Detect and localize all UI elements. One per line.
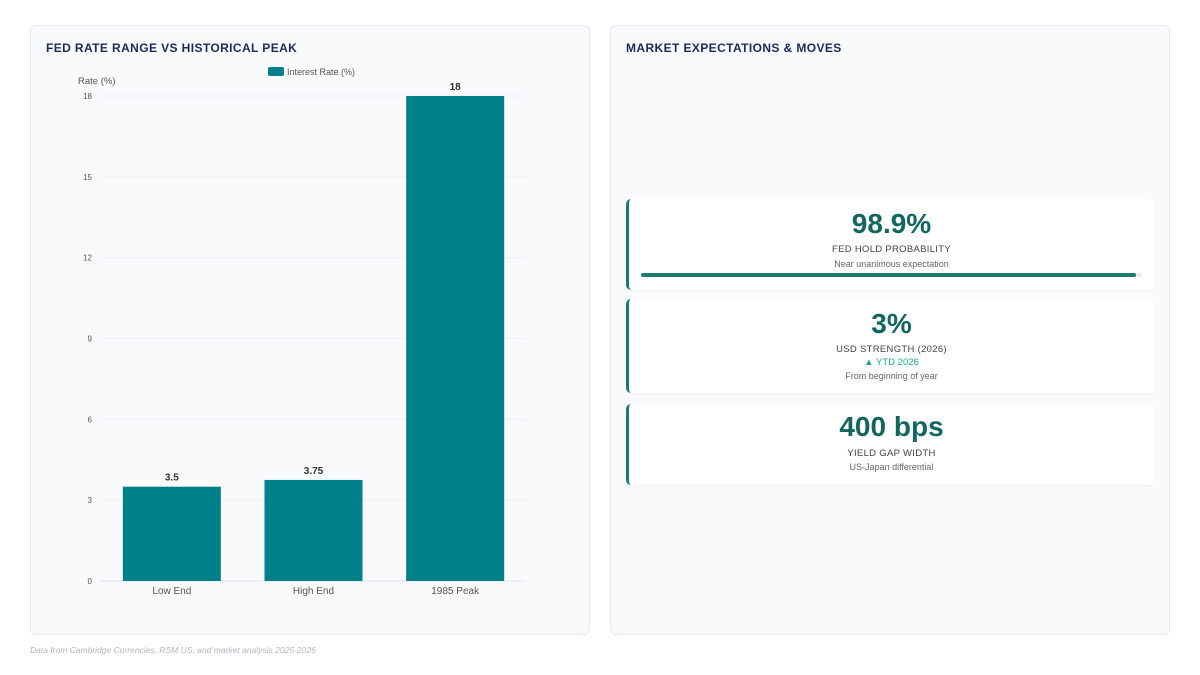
fed-hold-progress	[641, 273, 1142, 277]
yield-gap-label: YIELD GAP WIDTH	[847, 448, 936, 459]
fed-hold-progress-fill	[641, 273, 1137, 277]
fed-hold-card: 98.9% FED HOLD PROBABILITY Near unanimou…	[626, 199, 1154, 290]
y-tick-label: 6	[88, 415, 93, 424]
data-source-footnote: Data from Cambridge Currencies, RSM US, …	[30, 645, 316, 655]
fed-hold-label: FED HOLD PROBABILITY	[832, 244, 951, 255]
bar	[122, 486, 221, 581]
chart-bars: 3.5 3.75 18	[122, 82, 505, 581]
x-tick-label: High End	[293, 586, 334, 597]
y-axis-label: Rate (%)	[78, 76, 115, 87]
bar	[264, 479, 363, 581]
yield-gap-value: 400 bps	[839, 411, 944, 442]
legend-swatch	[268, 67, 284, 76]
y-tick-label: 0	[88, 577, 93, 586]
bar-chart: 0 3 6 9 12 15 18 Rate (%) Low End High End 1985 Pe…	[78, 67, 526, 597]
market-panel-title: MARKET EXPECTATIONS & MOVES	[626, 41, 842, 55]
chart-panel-title: FED RATE RANGE VS HISTORICAL PEAK	[46, 41, 298, 55]
legend-label: Interest Rate (%)	[287, 67, 355, 77]
usd-strength-sub: From beginning of year	[845, 371, 938, 381]
chart-legend[interactable]: Interest Rate (%)	[268, 67, 355, 77]
y-tick-label: 9	[88, 335, 93, 344]
bar	[406, 96, 505, 581]
bar-data-label: 3.5	[165, 473, 179, 484]
usd-strength-card: 3% USD STRENGTH (2026) ▲ YTD 2026 From b…	[626, 299, 1154, 393]
usd-strength-label: USD STRENGTH (2026)	[836, 344, 947, 355]
y-tick-label: 3	[88, 496, 93, 505]
usd-strength-trend: ▲ YTD 2026	[864, 357, 919, 368]
bar-data-label: 18	[450, 82, 462, 93]
bar-data-label: 3.75	[304, 466, 324, 477]
y-tick-label: 15	[83, 173, 92, 182]
usd-strength-value: 3%	[871, 308, 912, 339]
yield-gap-card: 400 bps YIELD GAP WIDTH US-Japan differe…	[626, 404, 1154, 485]
market-expectations-panel: MARKET EXPECTATIONS & MOVES 98.9% FED HO…	[610, 25, 1170, 635]
x-tick-label: 1985 Peak	[431, 586, 480, 597]
y-tick-label: 12	[83, 254, 92, 263]
y-tick-label: 18	[83, 92, 92, 101]
fed-hold-sub: Near unanimous expectation	[834, 259, 949, 269]
fed-hold-value: 98.9%	[851, 208, 932, 239]
rate-chart-panel: FED RATE RANGE VS HISTORICAL PEAK 0 3 6 9 12…	[30, 25, 590, 635]
x-tick-label: Low End	[152, 586, 191, 597]
yield-gap-sub: US-Japan differential	[849, 462, 934, 472]
